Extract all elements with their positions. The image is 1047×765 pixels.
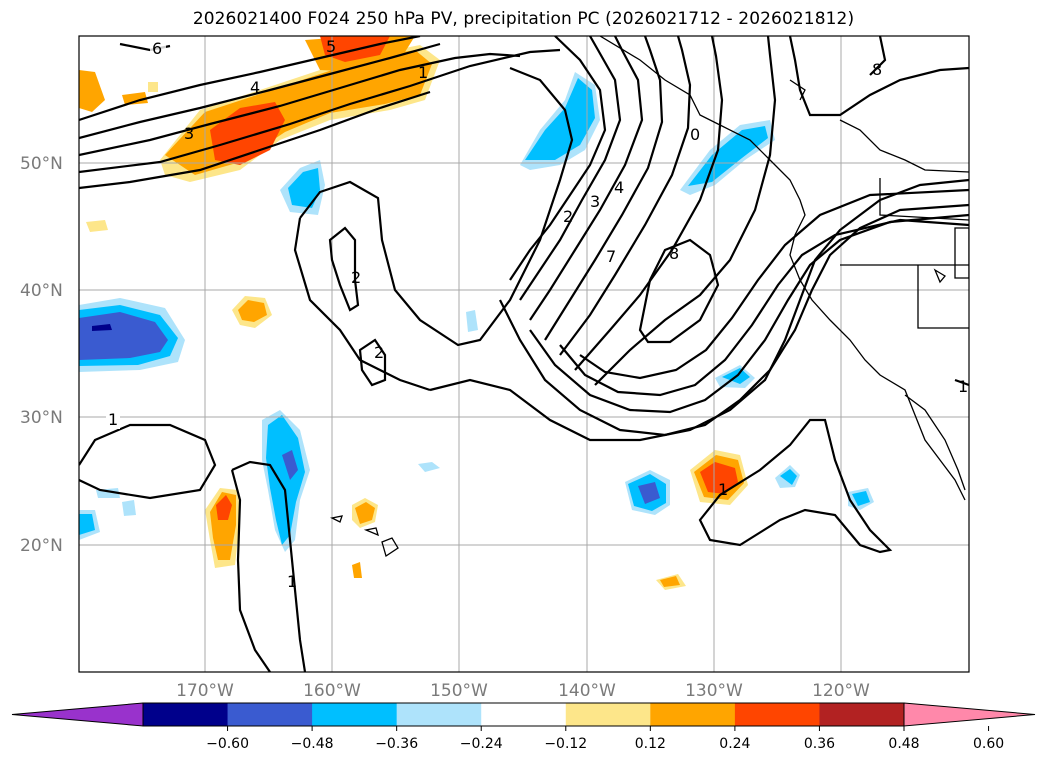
colorbar-segment — [650, 703, 736, 726]
coastlines — [330, 36, 969, 558]
colorbar-extend-high — [903, 702, 1036, 727]
colorbar-segment — [396, 703, 482, 726]
contour-label: 1 — [108, 410, 118, 429]
contour-label: 2 — [563, 207, 573, 226]
map-title: 2026021400 F024 250 hPa PV, precipitatio… — [192, 9, 855, 29]
colorbar-tick-label: 0.60 — [973, 736, 1004, 752]
contour-label: 8 — [872, 60, 882, 79]
lon-label-130w: 130°W — [685, 681, 743, 701]
lon-label-140w: 140°W — [558, 681, 616, 701]
colorbar-tick-label: −0.48 — [291, 736, 334, 752]
contour-label: 4 — [614, 178, 624, 197]
colorbar-tick-label: −0.24 — [460, 736, 503, 752]
map-frame — [78, 35, 970, 673]
colorbar-tick-label: 0.12 — [635, 736, 666, 752]
contour-label: 1 — [287, 572, 297, 591]
lon-label-170w: 170°W — [176, 681, 234, 701]
colorbar-segment — [481, 703, 567, 726]
contour-label: 1 — [418, 63, 428, 82]
latitude-labels: 50°N 40°N 30°N 20°N — [20, 154, 63, 556]
contour-label: 3 — [184, 124, 194, 143]
lon-label-160w: 160°W — [303, 681, 361, 701]
contour-label: 1 — [718, 480, 728, 499]
contour-label: 1 — [958, 377, 968, 396]
contour-label: 6 — [152, 39, 162, 58]
colorbar-tick-label: −0.36 — [375, 736, 418, 752]
contour-label: 5 — [326, 37, 336, 56]
contour-label: 8 — [669, 244, 679, 263]
colorbar-segment — [143, 703, 229, 726]
colorbar-segment — [819, 703, 905, 726]
lon-label-150w: 150°W — [430, 681, 488, 701]
colorbar-tick-label: 0.48 — [888, 736, 919, 752]
colorbar-border — [142, 702, 905, 727]
lat-label-50n: 50°N — [20, 154, 63, 174]
lon-label-120w: 120°W — [812, 681, 870, 701]
contour-label: 0 — [690, 125, 700, 144]
colorbar-segment — [734, 703, 820, 726]
lat-label-20n: 20°N — [20, 536, 63, 556]
colorbar: −0.60 −0.48 −0.36 −0.24 −0.12 0.12 0.24 0.36 0.4… — [11, 702, 1036, 752]
contour-label: 2 — [374, 343, 384, 362]
lat-label-30n: 30°N — [20, 408, 63, 428]
graticule — [79, 36, 969, 672]
contour-label: 3 — [590, 192, 600, 211]
colorbar-extend-low — [11, 702, 144, 727]
pv-contours — [79, 36, 969, 672]
contour-label: 2 — [351, 268, 361, 287]
longitude-labels: 170°W 160°W 150°W 140°W 130°W 120°W — [176, 681, 870, 701]
contour-labels: 6 5 4 3 1 2 3 4 2 8 7 8 0 2 1 1 1 1 — [106, 37, 968, 591]
colorbar-tick-label: −0.12 — [544, 736, 587, 752]
colorbar-tick-label: 0.36 — [804, 736, 835, 752]
colorbar-tick-label: −0.60 — [206, 736, 249, 752]
lat-label-40n: 40°N — [20, 281, 63, 301]
contour-label: 7 — [606, 247, 616, 266]
colorbar-segment — [565, 703, 651, 726]
colorbar-segment — [312, 703, 398, 726]
colorbar-segment — [227, 703, 313, 726]
colorbar-tick-label: 0.24 — [719, 736, 750, 752]
contour-label: 4 — [250, 78, 260, 97]
